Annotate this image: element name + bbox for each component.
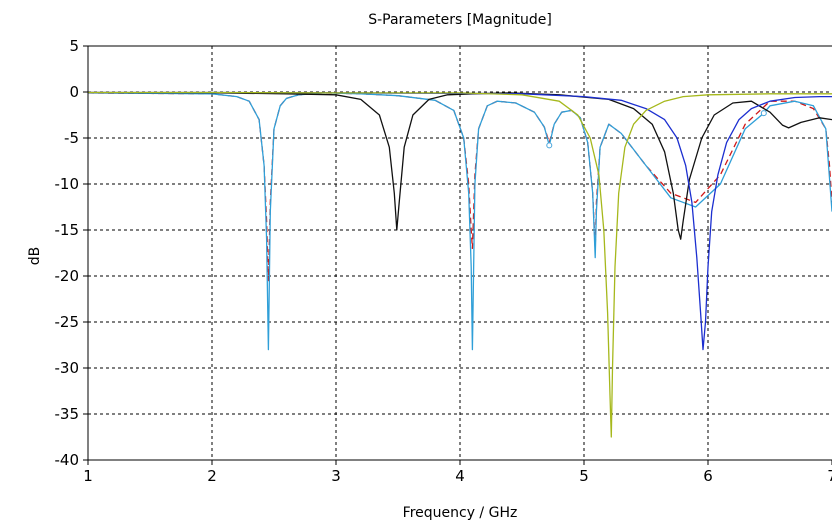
- x-axis-label: Frequency / GHz: [403, 505, 518, 521]
- y-tick-label: -15: [55, 221, 80, 239]
- y-tick-label: -5: [64, 129, 79, 147]
- y-tick-label: -25: [55, 313, 80, 331]
- x-tick-label: 1: [83, 467, 93, 485]
- grid-layer: [88, 46, 832, 460]
- y-axis-label: dB: [27, 247, 43, 266]
- y-tick-label: 5: [69, 37, 79, 55]
- y-tick-label: -20: [55, 267, 80, 285]
- x-tick-label: 5: [579, 467, 589, 485]
- y-tick-label: -40: [55, 451, 80, 469]
- x-tick-label: 2: [207, 467, 217, 485]
- y-tick-label: -10: [55, 175, 80, 193]
- x-tick-label: 7: [827, 467, 832, 485]
- y-tick-label: 0: [69, 83, 79, 101]
- x-tick-label: 3: [331, 467, 341, 485]
- x-tick-label: 6: [703, 467, 713, 485]
- curve-marker-2: [761, 111, 766, 116]
- curve-marker-1: [547, 143, 552, 148]
- x-tick-label: 4: [455, 467, 465, 485]
- y-tick-label: -35: [55, 405, 80, 423]
- chart-title: S-Parameters [Magnitude]: [368, 12, 552, 28]
- y-tick-label: -30: [55, 359, 80, 377]
